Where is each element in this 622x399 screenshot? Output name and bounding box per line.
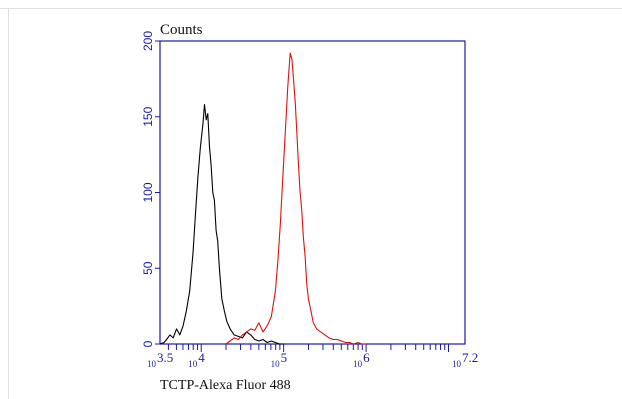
y-tick-label: 100 <box>141 182 155 202</box>
series-line-red <box>225 52 367 345</box>
series-line-black <box>159 104 284 345</box>
x-tick-label-base: 10 <box>353 359 363 369</box>
x-tick-label-exp: 4 <box>198 350 205 365</box>
x-tick-label-base: 10 <box>188 359 198 369</box>
y-axis-ticks: 0 50 100 150 200 <box>141 31 160 347</box>
x-axis-ticks: 10 3.5 10 4 10 5 10 6 10 7.2 <box>147 344 478 369</box>
y-tick-label: 150 <box>141 106 155 126</box>
y-axis-label: Counts <box>160 22 203 38</box>
x-tick-label-exp: 7.2 <box>462 350 478 365</box>
x-axis-label: TCTP-Alexa Fluor 488 <box>160 378 291 393</box>
x-tick-label-exp: 3.5 <box>157 350 173 365</box>
x-tick-label-exp: 6 <box>363 350 370 365</box>
y-tick-label: 200 <box>141 31 155 51</box>
x-tick-label-base: 10 <box>147 359 157 369</box>
histogram-series <box>159 52 367 345</box>
frame-left-border <box>8 8 9 399</box>
x-tick-label-base: 10 <box>452 359 462 369</box>
plot-area-frame <box>159 40 466 345</box>
x-tick-label-base: 10 <box>271 359 281 369</box>
x-tick-label-exp: 5 <box>281 350 288 365</box>
y-tick-label: 50 <box>141 261 155 275</box>
y-tick-label: 0 <box>141 340 155 347</box>
frame-top-border <box>0 8 622 9</box>
